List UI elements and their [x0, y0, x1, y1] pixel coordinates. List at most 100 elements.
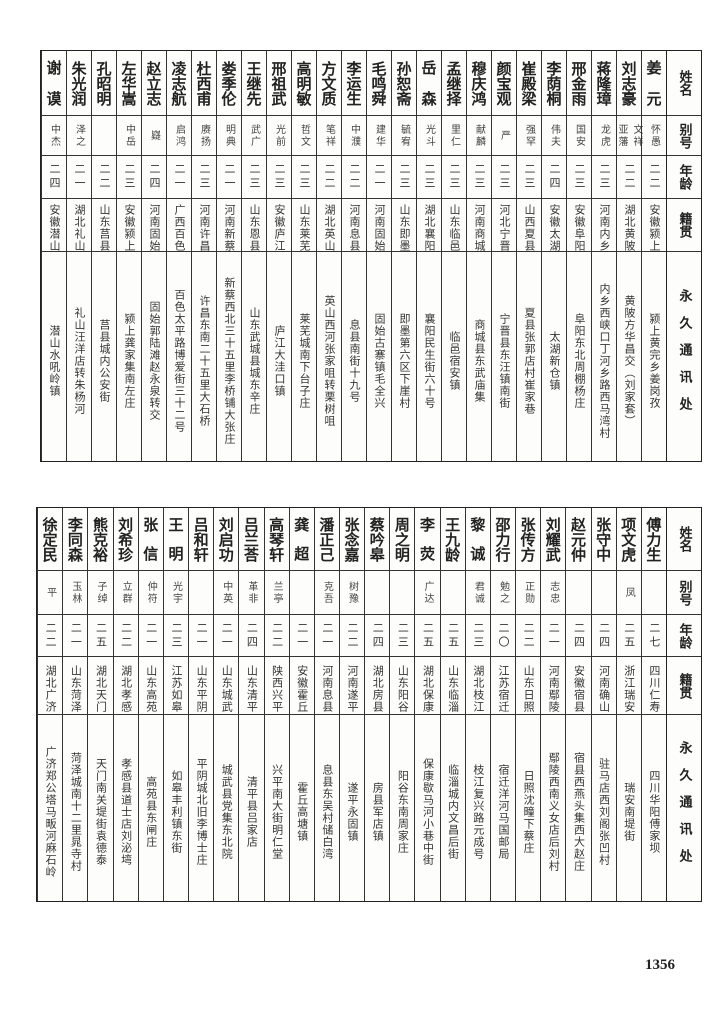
person-origin-cell: 安徽潜山 — [42, 199, 66, 252]
header-address-label: 永久通讯处 — [676, 740, 692, 876]
person-name: 邢金雨 — [569, 60, 588, 106]
person-address: 新蔡西北三十五里李桥铺大张庄 — [223, 276, 236, 445]
header-cell-address: 永久通讯处 — [667, 252, 701, 461]
person-age: 二三 — [398, 163, 411, 191]
person-age-cell: 二三 — [592, 156, 616, 199]
person-alias-cell — [289, 571, 314, 615]
person-alias-cell: 严 — [492, 116, 516, 156]
person-age-cell: 二三 — [567, 156, 591, 199]
person-name-cell: 张念嘉 — [339, 508, 365, 571]
person-alias-cell: 明典 — [217, 116, 241, 156]
person-name: 刘启功 — [216, 516, 235, 562]
person-address: 莱芜城南下台子庄 — [298, 312, 311, 409]
person-alias-cell: 伟夫 — [542, 116, 566, 156]
person-age: 二一 — [547, 621, 561, 650]
person-address: 宿迁洋河马国邮局 — [496, 764, 510, 860]
person-age: 二二 — [119, 621, 133, 650]
person-alias: 中岳 — [123, 123, 135, 148]
person-alias: 玉林 — [69, 580, 81, 605]
person-address-cell: 枝江复兴路元成号 — [466, 715, 490, 901]
header-age-label: 年龄 — [676, 622, 692, 649]
person-name-cell: 姜元 — [642, 51, 666, 116]
person-age: 二七 — [647, 621, 661, 650]
person-address: 枝江复兴路元成号 — [471, 764, 485, 860]
person-age-cell: 二四 — [542, 156, 566, 199]
person-address: 高苑县东闸庄 — [144, 776, 158, 848]
person-name-cell: 刘希珍 — [113, 508, 138, 571]
person-alias: 光斗 — [423, 123, 435, 148]
person-name: 张守中 — [594, 516, 613, 562]
person-address-cell: 天门南关堤街袁德泰 — [88, 715, 112, 901]
person-column: 赵立志嶷二四 河南固始 固始郭陆滩赵永泉转交 — [141, 51, 166, 461]
person-age-cell: 二一 — [289, 615, 314, 657]
person-origin: 安徽潜山 — [48, 204, 61, 252]
person-name-char: 元 — [646, 90, 662, 108]
person-name: 吕兰荅 — [241, 516, 260, 562]
person-address-cell: 礼山汪洋店转朱杨河 — [67, 252, 91, 461]
person-address: 英山西河张家咀转栗树咀 — [323, 294, 336, 427]
person-origin-cell: 河南新蔡 — [217, 199, 241, 252]
person-origin: 湖北枝江 — [471, 664, 485, 713]
person-column: 高明敏 哲文 二三 山东莱芜 莱芜城南下台子庄 — [291, 51, 316, 461]
person-origin: 山西夏县 — [523, 204, 536, 252]
person-alias: 克吾 — [321, 580, 333, 605]
person-origin: 湖北黄陂 — [623, 204, 636, 252]
header-cell-name: 姓名 — [667, 51, 701, 116]
person-name: 李运生 — [344, 60, 363, 106]
person-age-cell: 二一 — [314, 615, 339, 657]
person-name-cell: 高琴轩 — [264, 508, 289, 571]
person-address-cell: 新蔡西北三十五里李桥铺大张庄 — [217, 252, 241, 461]
person-alias: 伟夫 — [548, 123, 560, 148]
person-origin-cell: 江苏宿迁 — [490, 657, 516, 715]
person-name-cell: 熊克裕 — [88, 508, 113, 571]
person-name: 朱光润 — [69, 60, 88, 106]
person-alias-cell — [390, 571, 415, 615]
person-column: 凌志航 启鸿 二一 广西百色 百色太平路博爱街三十二号 — [166, 51, 191, 461]
person-age: 二二 — [648, 163, 661, 191]
person-age: 二一 — [195, 621, 209, 650]
person-alias-cell: 子绰 — [88, 571, 113, 615]
person-address-cell: 清平县吕家店 — [239, 715, 263, 901]
person-origin-cell: 河南息县 — [342, 199, 366, 252]
person-age: 二四 — [148, 163, 161, 191]
person-alias-cell: 文祥 亚藩 — [616, 116, 642, 156]
person-age: 二三 — [198, 163, 211, 191]
person-address: 瑞安南堤街 — [622, 782, 636, 842]
person-name-char: 龚 — [294, 516, 310, 534]
person-name-cell: 周之明 — [390, 508, 415, 571]
person-origin: 安徽宿县 — [572, 664, 586, 713]
person-column: 王明光宇 二三 江苏如皋 如皋丰利镇东街 — [162, 508, 189, 901]
person-origin-cell: 湖北襄阳 — [417, 199, 441, 252]
person-alias: 革非 — [245, 580, 257, 605]
person-address: 内乡西峡口丁河乡路西马湾村 — [598, 282, 611, 439]
person-age-cell: 二七 — [641, 615, 666, 657]
person-address-cell: 兴平南大街明仁堂 — [265, 715, 289, 901]
person-column: 张念嘉 树豫 二二 河南遂平 遂平永固镇 — [338, 508, 365, 901]
person-origin-cell: 安徽霍丘 — [289, 657, 314, 715]
header-cell-origin: 籍贯 — [667, 199, 701, 252]
header-origin-label: 籍贯 — [676, 212, 692, 238]
person-name-cell: 赵立志 — [142, 51, 166, 116]
person-age: 二二 — [323, 163, 336, 191]
person-name: 崔殿梁 — [519, 60, 538, 106]
person-name: 蒋隆璋 — [594, 60, 613, 106]
person-column: 娄季伦 明典 二一 河南新蔡 新蔡西北三十五里李桥铺大张庄 — [216, 51, 241, 461]
person-origin: 山东城武 — [220, 664, 234, 713]
person-name-cell: 邵力行 — [490, 508, 516, 571]
person-address-cell: 即墨第六区下崖村 — [392, 252, 416, 461]
person-alias: 兰亭 — [271, 580, 283, 605]
person-alias: 献麟 — [473, 123, 485, 148]
person-address: 城武县党集东北院 — [220, 764, 234, 860]
person-origin: 河南确山 — [597, 664, 611, 713]
person-age: 二一 — [73, 163, 86, 191]
person-alias-cell: 嶷 — [142, 116, 166, 156]
person-age: 二三 — [448, 163, 461, 191]
header-alias-label: 别号 — [676, 122, 692, 149]
person-address-cell: 城武县党集东北院 — [214, 715, 238, 901]
person-address-cell: 许昌东南二十五里大石桥 — [192, 252, 216, 461]
person-origin-cell: 湖北黄陂 — [617, 199, 641, 252]
person-alias-cell: 强罕 — [517, 116, 541, 156]
person-alias-cell: 启鸿 — [167, 116, 191, 156]
person-address: 日照沈疃下蔡庄 — [522, 770, 536, 854]
person-name: 孔昭明 — [94, 60, 113, 106]
